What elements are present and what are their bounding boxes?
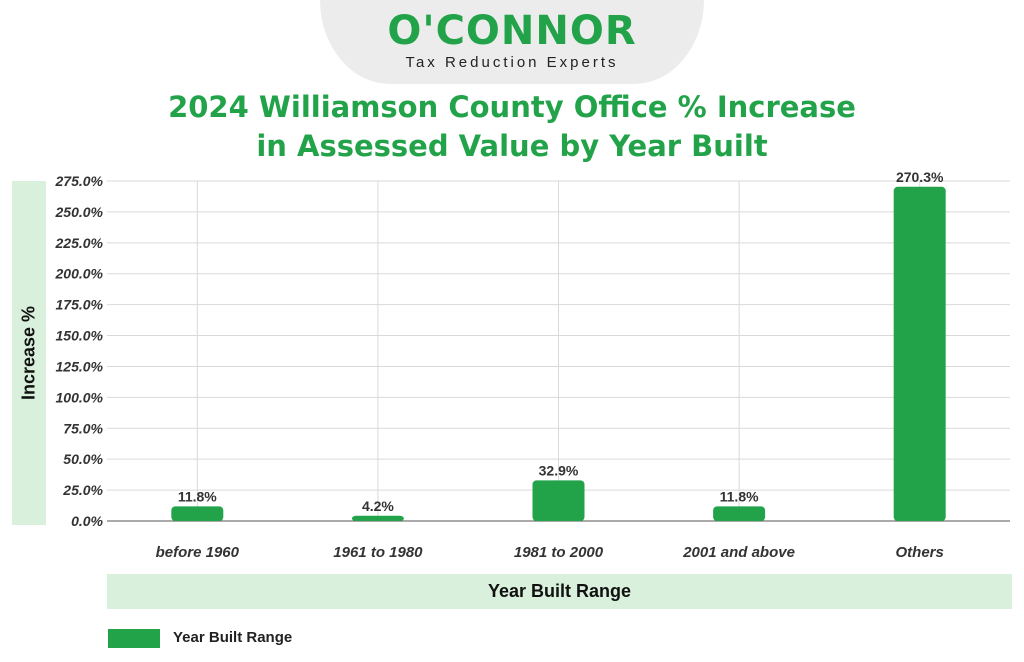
legend-label: Year Built Range <box>173 629 293 646</box>
y-tick-label: 250.0% <box>55 204 104 220</box>
y-tick-label: 175.0% <box>56 297 104 313</box>
x-tick-label: Others <box>896 544 944 561</box>
y-tick-label: 200.0% <box>55 266 104 282</box>
bar <box>893 186 946 521</box>
x-tick-label: before 1960 <box>156 544 240 561</box>
y-tick-label: 275.0% <box>55 173 104 189</box>
y-axis-label-band <box>12 181 46 525</box>
logo-banner: O'CONNOR Tax Reduction Experts <box>320 0 704 84</box>
legend-swatch <box>108 629 160 648</box>
bar <box>351 515 404 521</box>
brand-logo: O'CONNOR <box>387 8 637 54</box>
bar-data-label: 11.8% <box>178 488 217 504</box>
bar-data-label: 4.2% <box>362 498 394 514</box>
chart-title-line-2: in Assessed Value by Year Built <box>256 129 768 163</box>
x-axis-label: Year Built Range <box>487 581 632 601</box>
y-tick-label: 50.0% <box>63 451 103 467</box>
brand-tagline: Tax Reduction Experts <box>405 54 619 71</box>
bar <box>171 506 224 521</box>
y-tick-label: 100.0% <box>56 389 104 405</box>
y-tick-label: 125.0% <box>56 358 104 374</box>
x-tick-label: 1981 to 2000 <box>514 544 604 561</box>
y-tick-label: 225.0% <box>55 235 104 251</box>
bar-data-label: 270.3% <box>896 169 944 185</box>
bar-data-label: 11.8% <box>720 488 759 504</box>
bar-data-label: 32.9% <box>539 462 579 478</box>
x-axis-label-band: Year Built Range <box>107 574 1012 609</box>
y-tick-label: 25.0% <box>62 482 103 498</box>
y-tick-label: 0.0% <box>71 513 103 529</box>
x-tick-label: 1961 to 1980 <box>333 544 423 561</box>
y-tick-label: 75.0% <box>63 420 103 436</box>
x-tick-label: 2001 and above <box>682 544 795 561</box>
bar <box>713 506 766 521</box>
bar <box>532 480 585 521</box>
y-tick-label: 150.0% <box>56 328 104 344</box>
chart-title-line-1: 2024 Williamson County Office % Increase <box>168 90 856 124</box>
